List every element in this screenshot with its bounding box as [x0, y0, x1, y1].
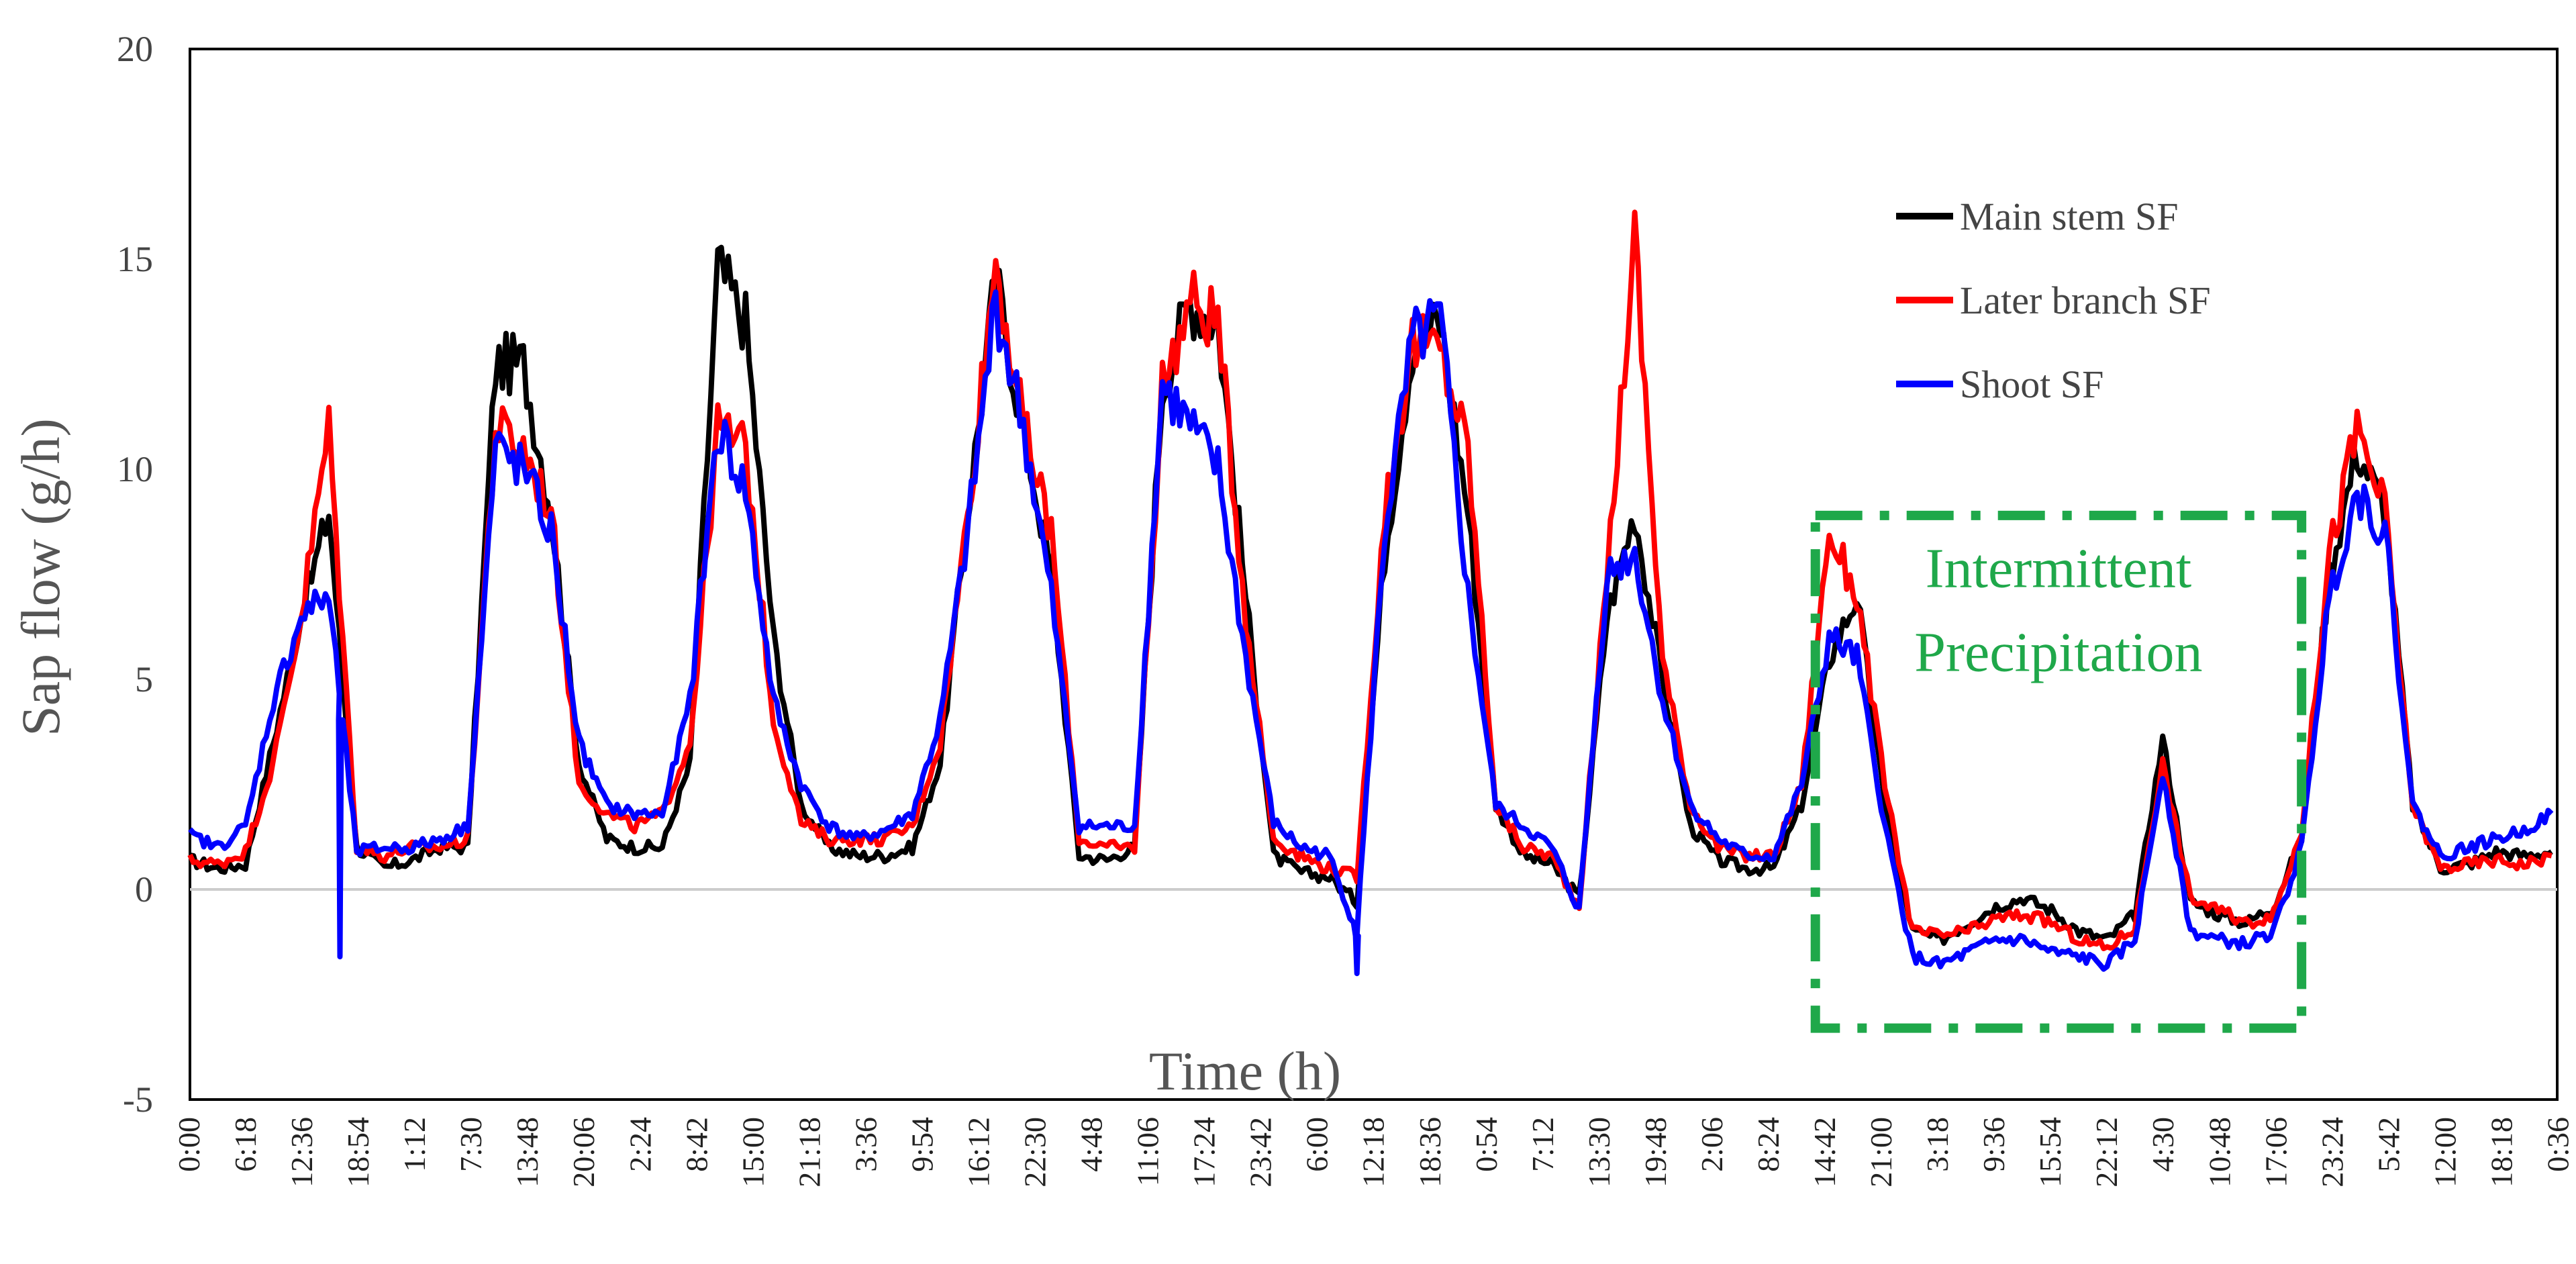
x-tick-label: 17:24 — [1187, 1117, 1222, 1187]
series-layer — [187, 209, 2554, 977]
x-tick-label: 4:30 — [2146, 1117, 2180, 1172]
y-tick-label: 20 — [117, 29, 153, 69]
y-tick-label: 10 — [117, 449, 153, 489]
x-tick-label: 13:30 — [1582, 1117, 1616, 1187]
x-tick-label: 12:18 — [1356, 1117, 1391, 1187]
x-tick-label: 5:42 — [2371, 1117, 2406, 1172]
y-tick-label: 5 — [135, 659, 153, 699]
x-tick-label: 17:06 — [2259, 1117, 2293, 1187]
x-tick-label: 21:18 — [792, 1117, 826, 1187]
x-tick-label: 2:24 — [623, 1117, 657, 1172]
x-tick-label: 12:36 — [285, 1117, 319, 1187]
x-tick-label: 6:00 — [1300, 1117, 1334, 1172]
x-tick-label: 23:42 — [1244, 1117, 1278, 1187]
series-line-main-stem-sf — [189, 244, 2553, 946]
x-tick-label: 0:00 — [172, 1117, 206, 1172]
x-tick-label: 22:30 — [1018, 1117, 1052, 1187]
x-tick-label: 10:48 — [2202, 1117, 2236, 1187]
x-tick-label: 19:48 — [1638, 1117, 1673, 1187]
annotation-text-line2: Precipitation — [1914, 621, 2202, 683]
x-tick-label: 18:18 — [2484, 1117, 2518, 1187]
y-axis-title: Sap flow (g/h) — [10, 418, 71, 736]
series-line-shoot-sf — [188, 289, 2554, 977]
x-tick-label: 15:54 — [2033, 1117, 2067, 1187]
x-tick-label: 9:54 — [905, 1117, 939, 1172]
y-tick-label: 0 — [135, 869, 153, 910]
x-tick-label: 7:30 — [454, 1117, 488, 1172]
x-tick-label: 4:48 — [1075, 1117, 1109, 1172]
x-tick-label: 8:24 — [1751, 1117, 1785, 1172]
x-tick-label: 9:36 — [1977, 1117, 2011, 1172]
x-tick-label: 11:06 — [1131, 1117, 1165, 1186]
x-tick-label: 6:18 — [228, 1117, 262, 1172]
x-tick-label: 23:24 — [2315, 1117, 2349, 1187]
x-tick-label: 0:36 — [2540, 1117, 2575, 1172]
x-tick-label: 2:06 — [1695, 1117, 1729, 1172]
x-tick-label: 16:12 — [961, 1117, 995, 1187]
x-tick-label: 12:00 — [2428, 1117, 2462, 1187]
x-tick-label: 22:12 — [2089, 1117, 2124, 1187]
x-tick-label: 18:36 — [1413, 1117, 1447, 1187]
precipitation-annotation-box — [1810, 510, 2307, 1033]
annotation-text-line1: Intermittent — [1926, 537, 2192, 599]
x-tick-label: 3:18 — [1920, 1117, 1954, 1172]
x-tick-label: 1:12 — [397, 1117, 432, 1172]
x-tick-label: 14:42 — [1807, 1117, 1842, 1187]
x-tick-label: 3:36 — [848, 1117, 883, 1172]
x-tick-label: 15:00 — [736, 1117, 770, 1187]
x-tick-label: 7:12 — [1526, 1117, 1560, 1172]
x-tick-label: 18:54 — [341, 1117, 375, 1187]
plot-area-frame — [189, 48, 2559, 1101]
series-line-later-branch-sf — [187, 209, 2553, 951]
y-tick-labels: -5 0 5 10 15 20 — [117, 29, 153, 1120]
x-tick-label: 20:06 — [566, 1117, 601, 1187]
x-tick-labels: 0:00 6:18 12:36 18:54 1:12 7:30 13:48 20:06 2:24… — [172, 1117, 2575, 1187]
x-tick-label: 21:00 — [1864, 1117, 1898, 1187]
x-axis-title: Time (h) — [1149, 1040, 1341, 1102]
x-tick-label: 0:54 — [1469, 1117, 1503, 1172]
y-tick-label: 15 — [117, 239, 153, 279]
legend-label-later-branch: Later branch SF — [1960, 279, 2211, 322]
y-tick-label: -5 — [123, 1079, 153, 1120]
legend: Main stem SF Later branch SF Shoot SF — [1896, 195, 2211, 406]
legend-label-main-stem: Main stem SF — [1960, 195, 2179, 238]
x-tick-label: 8:42 — [679, 1117, 713, 1172]
x-tick-label: 13:48 — [510, 1117, 544, 1187]
legend-label-shoot: Shoot SF — [1960, 362, 2103, 406]
